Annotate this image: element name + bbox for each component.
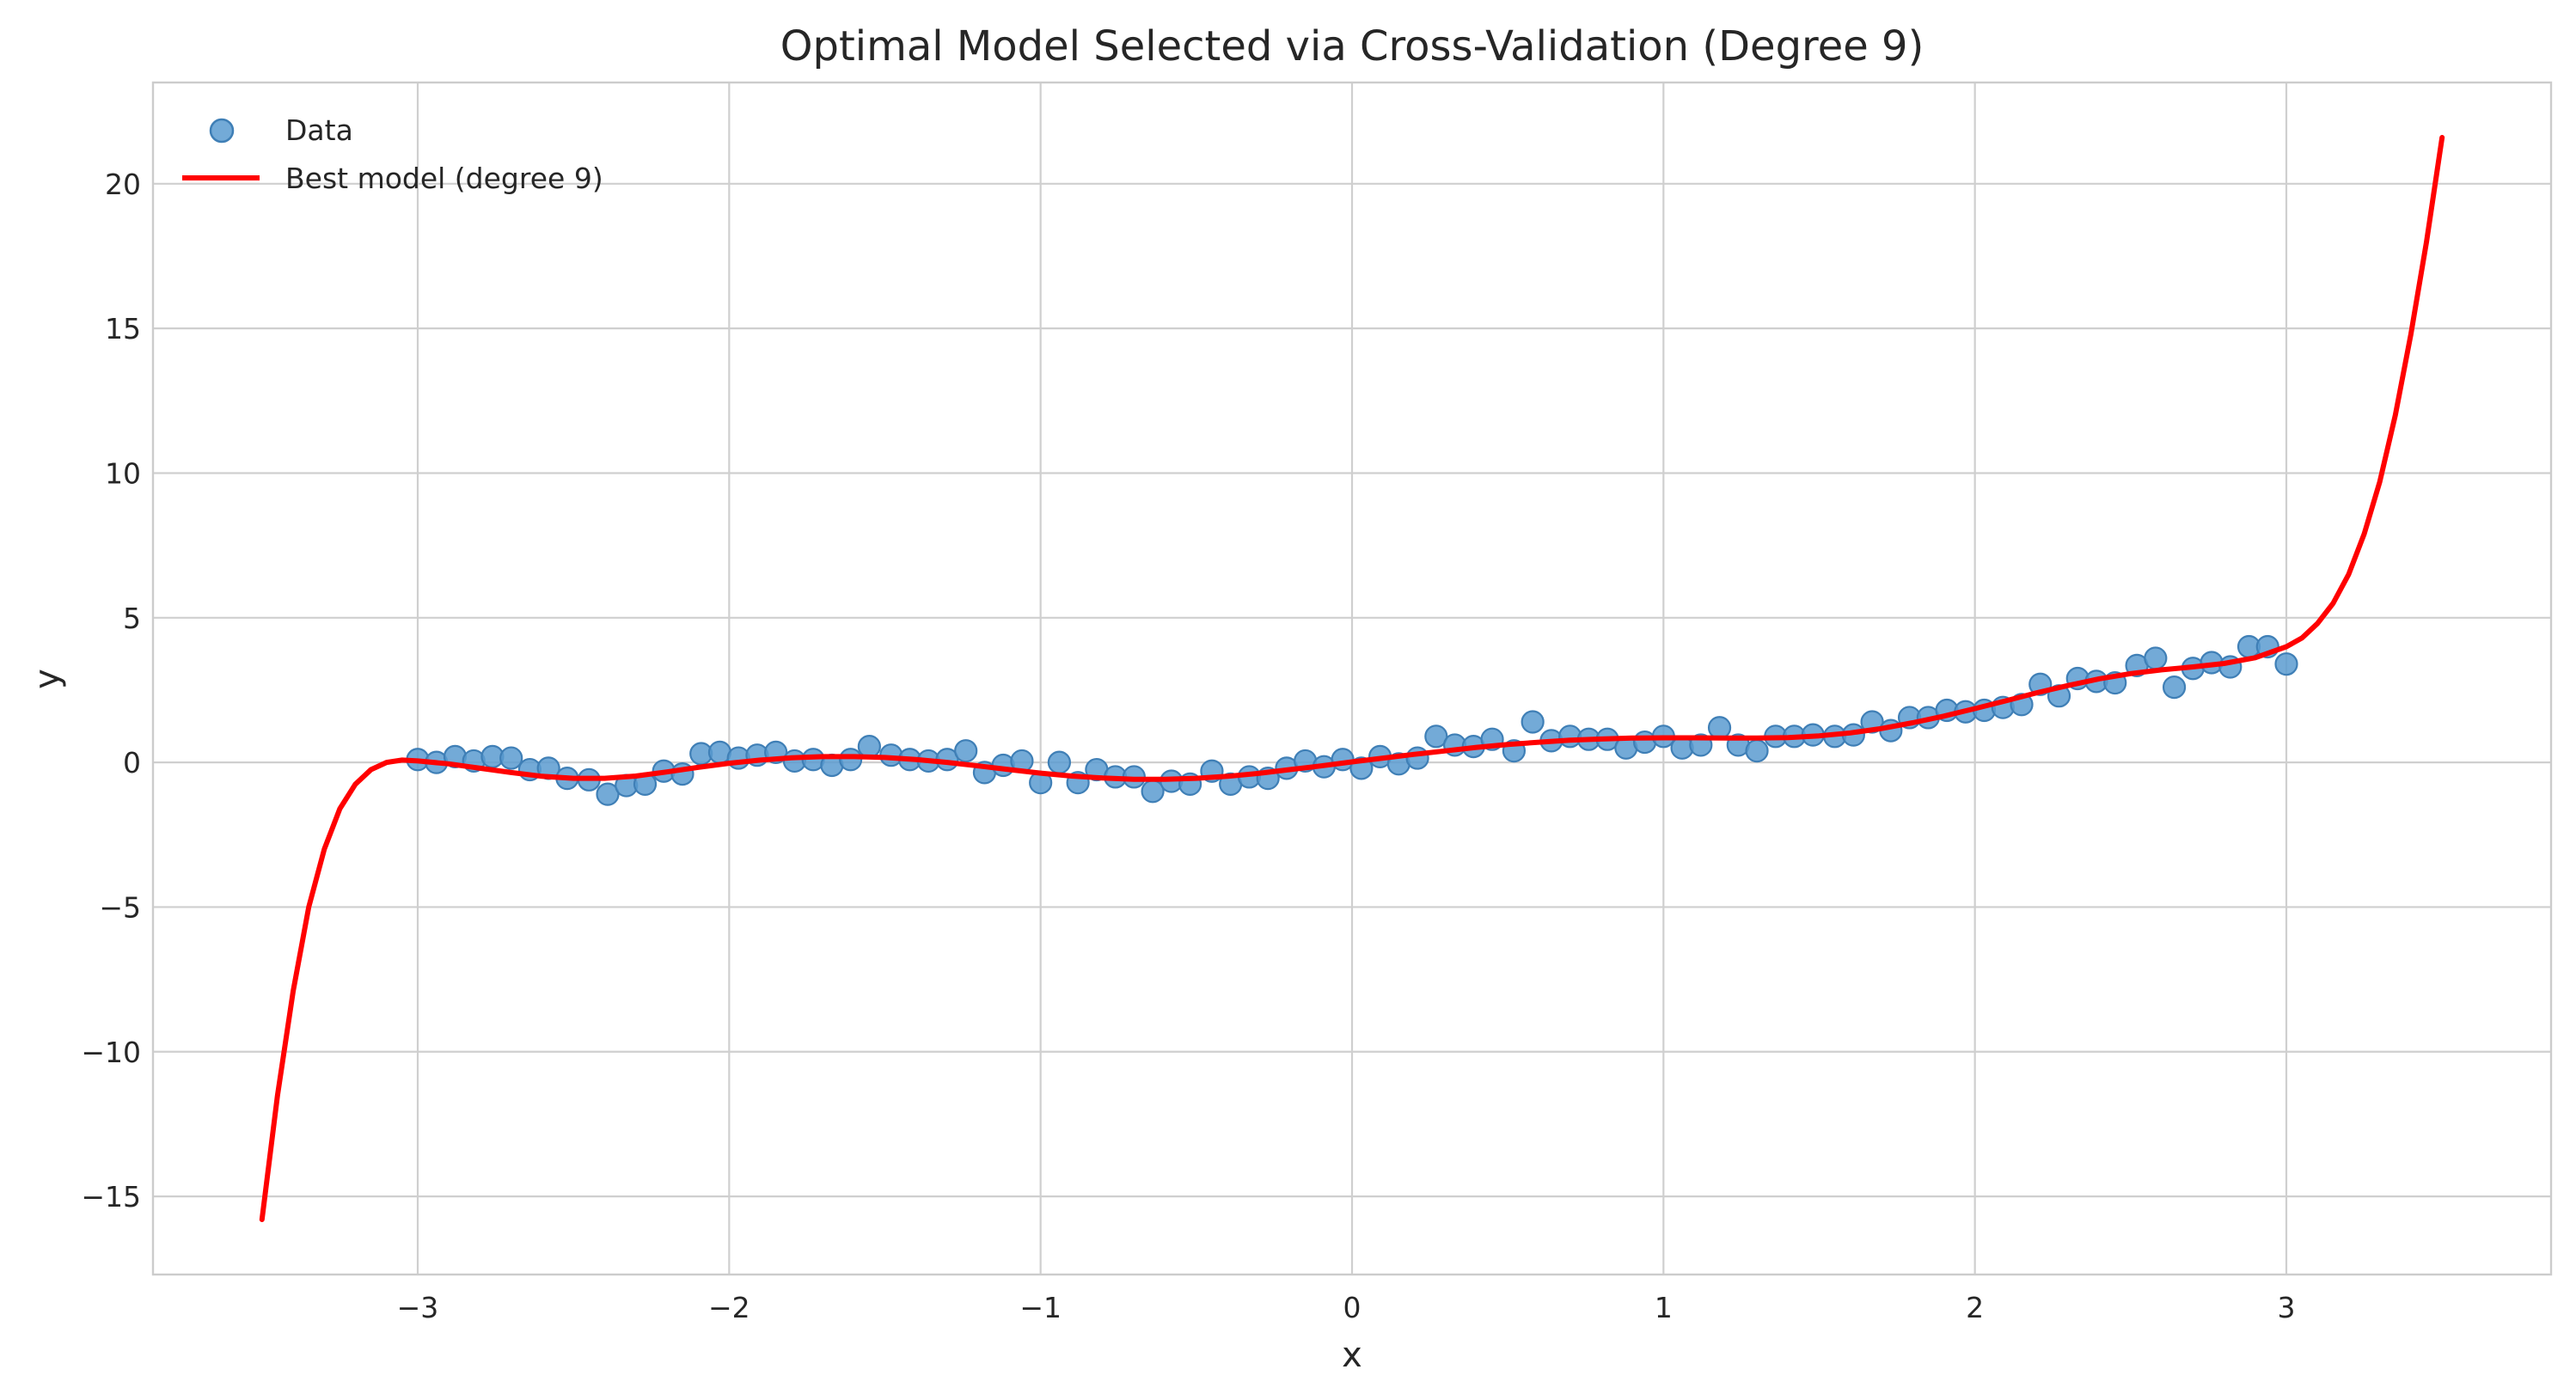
legend-data-marker-icon — [209, 118, 235, 144]
y-axis-label: y — [28, 669, 67, 689]
data-point — [857, 735, 881, 759]
y-tick-label: −15 — [81, 1180, 141, 1214]
data-point — [1047, 750, 1072, 774]
y-axis-ticks: −15 −10 −5 0 5 10 15 20 — [81, 168, 141, 1214]
legend-data-label: Data — [285, 113, 353, 147]
y-tick-label: −10 — [81, 1036, 141, 1069]
chart-title: Optimal Model Selected via Cross-Validat… — [780, 22, 1924, 70]
legend-model-label: Best model (degree 9) — [285, 162, 603, 195]
data-point — [2162, 675, 2187, 700]
data-point — [1707, 716, 1732, 740]
y-tick-label: 0 — [123, 746, 141, 779]
x-tick-label: −2 — [708, 1291, 750, 1324]
x-tick-label: 2 — [1966, 1291, 1984, 1324]
data-point — [2274, 652, 2298, 676]
data-point — [1424, 724, 1448, 749]
data-point — [499, 746, 523, 770]
y-tick-label: 5 — [123, 602, 141, 635]
data-point — [954, 739, 978, 763]
model-line — [259, 135, 2445, 1222]
y-tick-label: −5 — [99, 890, 141, 924]
data-point — [596, 782, 620, 806]
data-point — [2144, 646, 2168, 670]
x-tick-label: 3 — [2278, 1291, 2296, 1324]
y-tick-label: 20 — [105, 168, 141, 201]
model-line-series — [259, 135, 2445, 1222]
legend: Data Best model (degree 9) — [182, 113, 603, 195]
x-tick-label: 1 — [1655, 1291, 1673, 1324]
x-axis-label: x — [1342, 1336, 1362, 1375]
y-tick-label: 10 — [105, 456, 141, 490]
x-tick-label: 0 — [1343, 1291, 1361, 1324]
x-axis-ticks: −3 −2 −1 0 1 2 3 — [397, 1291, 2296, 1324]
x-tick-label: −1 — [1019, 1291, 1062, 1324]
x-tick-label: −3 — [397, 1291, 439, 1324]
plot-frame — [151, 81, 2553, 1276]
data-point — [1521, 710, 1545, 734]
data-point — [839, 748, 863, 772]
data-point — [1745, 739, 1769, 763]
y-tick-label: 15 — [105, 312, 141, 345]
